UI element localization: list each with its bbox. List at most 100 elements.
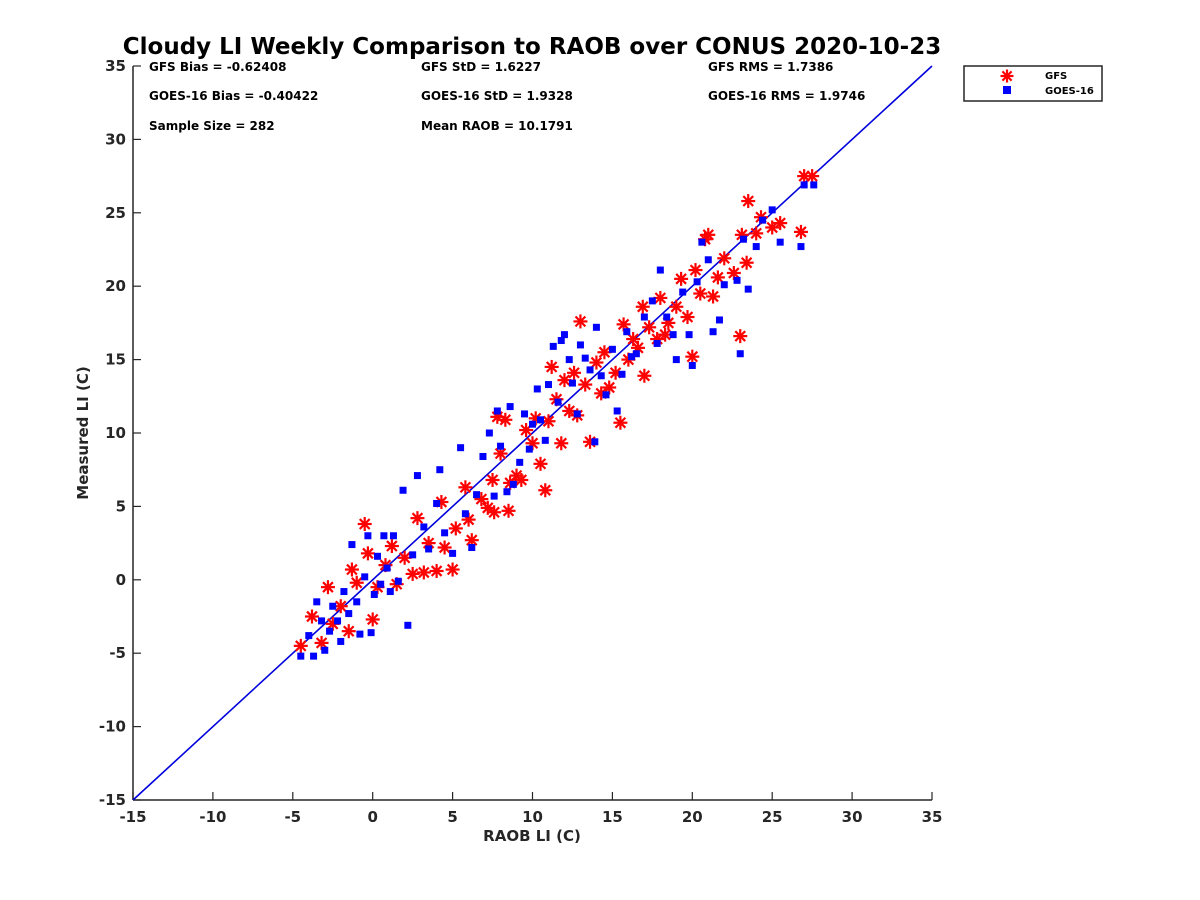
goes16-point (704, 256, 712, 264)
asterisk-stroke (322, 581, 334, 593)
goes16-point (485, 429, 493, 437)
gfs-point (688, 263, 703, 278)
asterisk-stroke (689, 264, 702, 276)
gfs-point (613, 415, 628, 430)
goes16-point (373, 552, 381, 560)
goes16-point (685, 331, 693, 339)
goes16-point (441, 529, 449, 537)
goes16-point (759, 216, 767, 224)
gfs-point (642, 320, 657, 335)
goes16-point (663, 313, 671, 321)
gfs-point (573, 314, 588, 329)
goes16-point (698, 238, 706, 246)
stat-goes-rms: GOES-16 RMS = 1.9746 (708, 89, 865, 103)
asterisk-stroke (686, 350, 699, 363)
goes16-point (449, 549, 457, 557)
asterisk-stroke (675, 273, 687, 285)
asterisk-stroke (486, 474, 499, 486)
asterisk-stroke (358, 518, 371, 530)
goes16-point (640, 313, 648, 321)
stat-sample-size: Sample Size = 282 (149, 119, 275, 133)
asterisk-stroke (662, 317, 675, 329)
asterisk-stroke (335, 600, 347, 612)
goes16-point (554, 398, 562, 406)
goes16-point (608, 345, 616, 353)
goes16-point (613, 407, 621, 415)
one-to-one-reference-line (132, 65, 933, 801)
goes16-point (326, 627, 334, 635)
goes16-point (509, 480, 517, 488)
gfs-point (304, 609, 319, 624)
asterisk-stroke (411, 512, 424, 524)
asterisk-stroke (637, 301, 649, 313)
gfs-point (314, 635, 329, 650)
gfs-point (514, 472, 529, 487)
x-tick-label: 0 (367, 808, 377, 826)
goes16-point (715, 316, 723, 324)
goes16-point (810, 181, 818, 189)
goes16-point (669, 331, 677, 339)
gfs-point (701, 227, 716, 242)
goes16-point (394, 577, 402, 585)
goes16-point (525, 445, 533, 453)
x-ticks: -15 -10 -5 0 5 10 15 20 25 30 35 (119, 792, 942, 826)
goes16-point (479, 452, 487, 460)
goes16-point (565, 356, 573, 364)
goes16-point (497, 442, 505, 450)
gfs-point (458, 480, 473, 495)
asterisk-stroke (742, 195, 754, 207)
goes16-point (568, 379, 576, 387)
asterisk-stroke (774, 217, 786, 229)
asterisk-stroke (795, 226, 807, 238)
asterisk-stroke (558, 374, 571, 386)
goes16-series (297, 181, 818, 660)
goes16-point (404, 621, 412, 629)
gfs-point (437, 540, 452, 555)
asterisk-stroke (488, 506, 500, 518)
asterisk-stroke (617, 318, 630, 331)
y-tick-label: 20 (105, 277, 126, 295)
gfs-point (793, 224, 808, 239)
goes16-point (321, 646, 329, 654)
goes16-point (573, 410, 581, 418)
goes16-point (461, 510, 469, 518)
asterisk-stroke (545, 361, 558, 373)
asterisk-stroke (1001, 70, 1013, 82)
gfs-point (680, 310, 695, 325)
asterisk-stroke (603, 381, 615, 394)
goes16-point (329, 602, 337, 610)
y-tick-label: -10 (99, 718, 126, 736)
goes16-point (632, 350, 640, 358)
goes16-point (736, 350, 744, 358)
x-tick-label: 10 (522, 808, 543, 826)
goes16-point (493, 407, 501, 415)
goes16-point (720, 281, 728, 289)
goes16-point (648, 297, 656, 305)
goes16-point (672, 356, 680, 364)
gfs-point (739, 255, 754, 270)
goes16-point (436, 466, 444, 474)
asterisk-stroke (462, 513, 475, 526)
goes16-point (383, 564, 391, 572)
gfs-point (533, 456, 548, 471)
asterisk-stroke (681, 311, 694, 323)
x-tick-label: -15 (119, 808, 146, 826)
x-axis-label: RAOB LI (C) (483, 827, 581, 845)
asterisk-stroke (398, 552, 411, 564)
goes16-point (506, 403, 514, 411)
asterisk-stroke (579, 378, 591, 391)
asterisk-stroke (766, 221, 778, 234)
y-tick-label: 35 (105, 57, 126, 75)
asterisk-stroke (466, 534, 478, 546)
asterisk-stroke (718, 252, 730, 265)
x-tick-label: 15 (602, 808, 623, 826)
asterisk-stroke (806, 170, 818, 182)
asterisk-stroke (542, 415, 555, 427)
gfs-point (635, 299, 650, 314)
goes16-point (340, 588, 348, 596)
gfs-point (589, 355, 604, 370)
asterisk-stroke (707, 290, 719, 303)
asterisk-stroke (366, 613, 379, 626)
goes16-point (623, 328, 631, 336)
